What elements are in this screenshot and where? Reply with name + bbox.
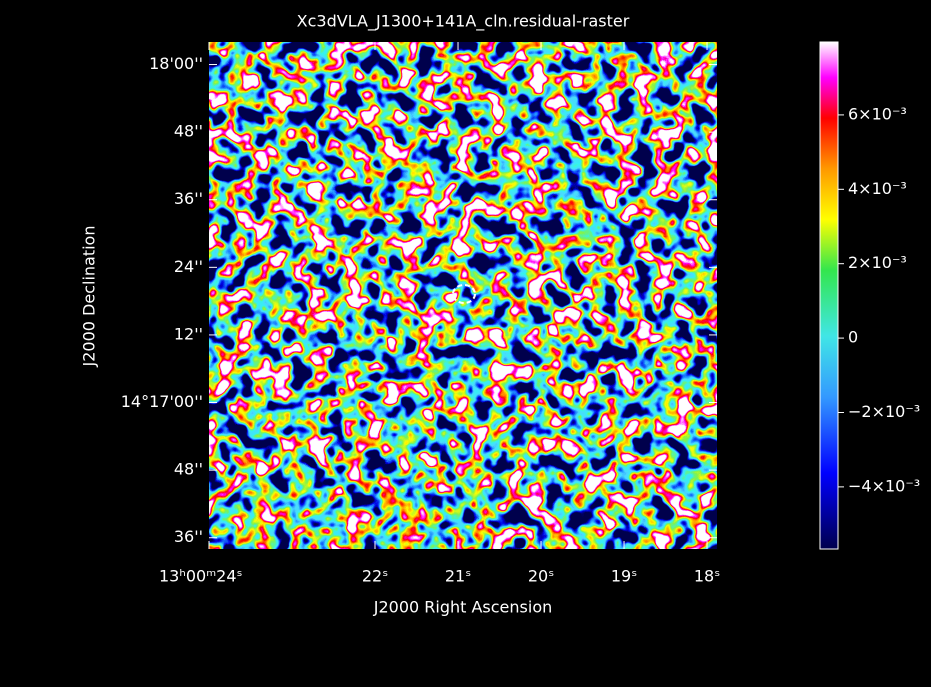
title: Xc3dVLA_J1300+141A_cln.residual-raster xyxy=(297,12,630,32)
colorbar-tick-label: 2×10⁻³ xyxy=(848,253,907,272)
y-tick-label: 14°17'00'' xyxy=(121,392,203,411)
raster xyxy=(209,42,717,549)
x-tick-label: 20ˢ xyxy=(528,567,554,586)
x-axis-label: J2000 Right Ascension xyxy=(373,598,553,617)
colorbar-tick-label: −2×10⁻³ xyxy=(848,402,920,421)
x-tick-label: 22ˢ xyxy=(362,567,388,586)
y-tick-label: 36'' xyxy=(174,189,203,208)
colorbar-tick-label: 4×10⁻³ xyxy=(848,179,907,198)
x-tick-label: 21ˢ xyxy=(445,567,471,586)
y-tick-label: 48'' xyxy=(174,460,203,479)
y-tick-label: 36'' xyxy=(174,527,203,546)
x-tick-label: 18ˢ xyxy=(694,567,720,586)
x-tick-label: 13ʰ00ᵐ24ˢ xyxy=(159,567,243,586)
colorbar-tick-label: 0 xyxy=(848,328,858,347)
y-tick-label: 24'' xyxy=(174,257,203,276)
y-tick-label: 18'00'' xyxy=(149,54,203,73)
y-tick-label: 12'' xyxy=(174,324,203,343)
y-axis-label: J2000 Declination xyxy=(80,226,99,368)
colorbar-tick-label: 6×10⁻³ xyxy=(848,104,907,123)
x-tick-label: 19ˢ xyxy=(611,567,637,586)
y-tick-label: 48'' xyxy=(174,122,203,141)
colorbar-tick-label: −4×10⁻³ xyxy=(848,476,920,495)
colorbar xyxy=(819,41,839,550)
region-marker xyxy=(452,284,476,304)
